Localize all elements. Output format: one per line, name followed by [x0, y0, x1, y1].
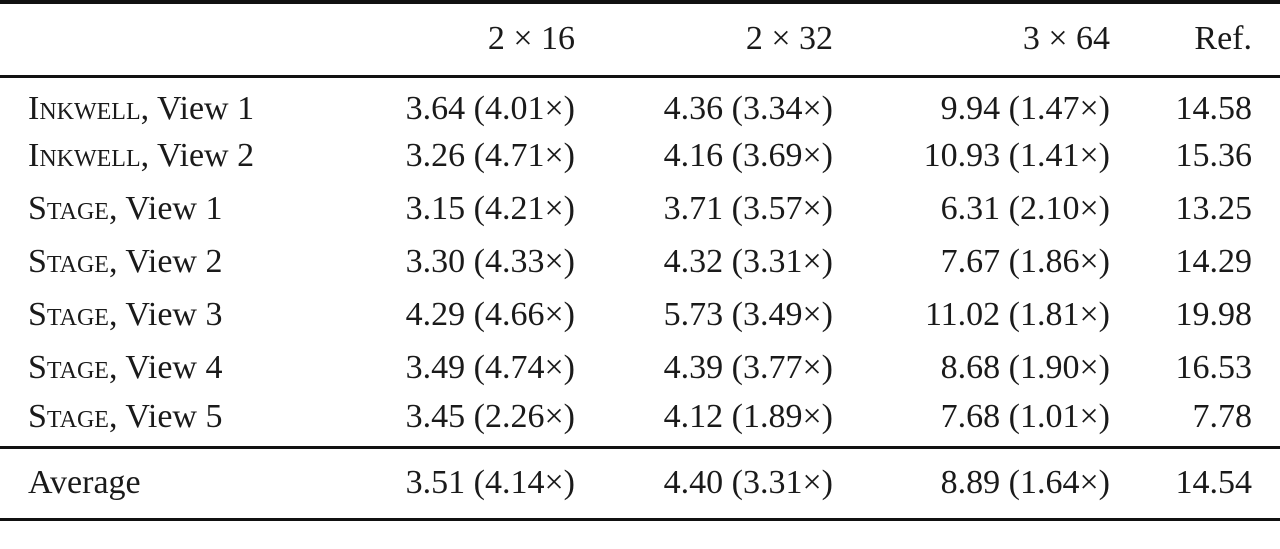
column-header: Ref. [1194, 20, 1252, 58]
corner-cell [0, 2, 340, 76]
row-label: Stage, View 3 [0, 288, 340, 341]
row-label: Inkwell, View 2 [0, 129, 340, 182]
table-cell: 3.49 (4.74×) [405, 348, 575, 386]
row-label: Stage, View 4 [0, 341, 340, 394]
table-row: Inkwell, View 1 3.64 (4.01×) 4.36 (3.34×) 9… [0, 76, 1280, 129]
table-cell: 14.29 [1175, 242, 1253, 280]
table-cell: 3.45 (2.26×) [405, 397, 575, 435]
view-name: , View 5 [108, 397, 223, 435]
table-cell: 10.93 (1.41×) [923, 136, 1110, 174]
table-cell: 3.30 (4.33×) [405, 242, 575, 280]
table-cell: 8.68 (1.90×) [940, 348, 1110, 386]
results-table: 2 × 16 2 × 32 3 × 64 Ref. Inkwell, View 1 3.… [0, 0, 1280, 521]
table-row: Stage, View 3 4.29 (4.66×) 5.73 (3.49×) 11.… [0, 288, 1280, 341]
view-name: , View 2 [140, 136, 255, 174]
dataset-name: Stage [28, 397, 109, 435]
view-name: , View 3 [108, 295, 223, 333]
table-cell: 5.73 (3.49×) [663, 295, 833, 333]
table-cell: 11.02 (1.81×) [924, 295, 1110, 333]
dataset-name: Inkwell [28, 90, 141, 128]
dataset-name: Stage [28, 242, 109, 280]
table-cell: 3.51 (4.14×) [405, 464, 575, 501]
table-cell: 4.39 (3.77×) [663, 348, 833, 386]
table-cell: 4.12 (1.89×) [663, 397, 833, 435]
table-cell: 4.40 (3.31×) [663, 464, 833, 501]
dataset-name: Stage [28, 295, 109, 333]
column-header: 3 × 64 [1022, 20, 1110, 58]
table-cell: 8.89 (1.64×) [940, 464, 1110, 501]
table-cell: 6.31 (2.10×) [940, 189, 1110, 227]
row-label: Inkwell, View 1 [0, 76, 340, 129]
table-cell: 7.68 (1.01×) [940, 397, 1110, 435]
table-cell: 3.26 (4.71×) [405, 136, 575, 174]
column-header: 2 × 16 [487, 20, 575, 58]
table-header: 2 × 16 2 × 32 3 × 64 Ref. [0, 2, 1280, 76]
table-cell: 14.58 [1175, 90, 1253, 128]
table-cell: 4.32 (3.31×) [663, 242, 833, 280]
dataset-name: Inkwell [28, 136, 141, 174]
row-label: Stage, View 5 [0, 394, 340, 447]
table-row: Stage, View 4 3.49 (4.74×) 4.39 (3.77×) 8.6… [0, 341, 1280, 394]
table-row: Stage, View 2 3.30 (4.33×) 4.32 (3.31×) 7.6… [0, 235, 1280, 288]
table-footer: Average 3.51 (4.14×) 4.40 (3.31×) 8.89 (1.6… [0, 447, 1280, 519]
table-cell: 3.15 (4.21×) [405, 189, 575, 227]
dataset-name: Stage [28, 189, 109, 227]
table-cell: 13.25 [1175, 189, 1253, 227]
table-row: Stage, View 1 3.15 (4.21×) 3.71 (3.57×) 6.3… [0, 182, 1280, 235]
table-cell: 16.53 [1175, 348, 1253, 386]
row-label: Stage, View 1 [0, 182, 340, 235]
footer-row: Average 3.51 (4.14×) 4.40 (3.31×) 8.89 (1.6… [0, 447, 1280, 519]
view-name: , View 1 [108, 189, 223, 227]
view-name: , View 4 [108, 348, 223, 386]
table-row: Stage, View 5 3.45 (2.26×) 4.12 (1.89×) 7.6… [0, 394, 1280, 447]
view-name: , View 1 [140, 90, 255, 128]
row-label: Stage, View 2 [0, 235, 340, 288]
column-header: 2 × 32 [745, 20, 833, 58]
header-row: 2 × 16 2 × 32 3 × 64 Ref. [0, 2, 1280, 76]
table-row: Inkwell, View 2 3.26 (4.71×) 4.16 (3.69×) 1… [0, 129, 1280, 182]
table-cell: 19.98 [1175, 295, 1253, 333]
table-cell: 7.67 (1.86×) [940, 242, 1110, 280]
dataset-name: Stage [28, 348, 109, 386]
table-cell: 9.94 (1.47×) [940, 90, 1110, 128]
table-cell: 4.29 (4.66×) [405, 295, 575, 333]
row-label: Average [28, 464, 141, 501]
table-cell: 4.36 (3.34×) [663, 90, 833, 128]
view-name: , View 2 [108, 242, 223, 280]
table-body: Inkwell, View 1 3.64 (4.01×) 4.36 (3.34×) 9… [0, 76, 1280, 447]
table-cell: 3.64 (4.01×) [405, 90, 575, 128]
table-cell: 4.16 (3.69×) [663, 136, 833, 174]
table-cell: 15.36 [1175, 136, 1253, 174]
table-cell: 3.71 (3.57×) [663, 189, 833, 227]
table-cell: 14.54 [1175, 464, 1253, 501]
table-cell: 7.78 [1192, 397, 1253, 435]
